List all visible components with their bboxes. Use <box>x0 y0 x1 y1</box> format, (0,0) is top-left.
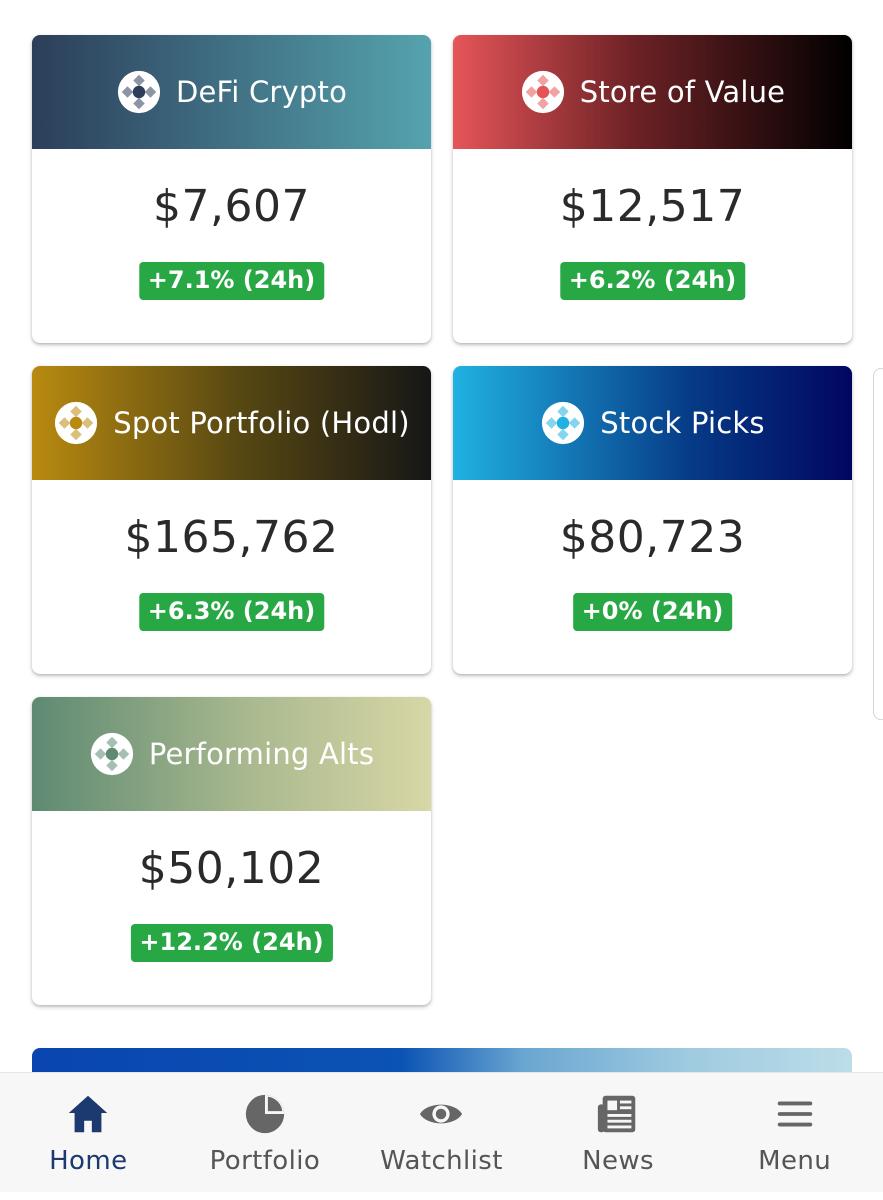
portfolio-card-defi-crypto[interactable]: DeFi Crypto $7,607 +7.1% (24h) <box>32 35 431 343</box>
card-header: DeFi Crypto <box>32 35 431 149</box>
card-body: $165,762 +6.3% (24h) <box>32 480 431 674</box>
scroll-indicator[interactable] <box>873 368 883 720</box>
nav-label: Watchlist <box>380 1146 503 1176</box>
portfolio-value: $80,723 <box>559 512 746 563</box>
portfolio-value: $50,102 <box>138 843 325 894</box>
nav-label: Home <box>49 1146 128 1176</box>
home-icon <box>69 1095 108 1133</box>
newspaper-icon <box>597 1095 636 1133</box>
eye-icon <box>420 1104 463 1124</box>
portfolio-card-performing-alts[interactable]: Performing Alts $50,102 +12.2% (24h) <box>32 697 431 1005</box>
nav-label: News <box>582 1146 654 1176</box>
card-title: DeFi Crypto <box>175 75 348 109</box>
change-badge: +6.3% (24h) <box>138 593 325 631</box>
card-body: $7,607 +7.1% (24h) <box>32 149 431 343</box>
card-header: Spot Portfolio (Hodl) <box>32 366 431 480</box>
nav-item-home[interactable]: Home <box>0 1073 177 1193</box>
portfolio-value: $7,607 <box>153 181 310 232</box>
pie-chart-icon <box>245 1094 285 1134</box>
portfolio-logo-icon <box>521 70 564 114</box>
portfolio-card-stock-picks[interactable]: Stock Picks $80,723 +0% (24h) <box>453 366 852 674</box>
portfolio-card-spot-portfolio[interactable]: Spot Portfolio (Hodl) $165,762 +6.3% (24… <box>32 366 431 674</box>
portfolio-logo-icon <box>117 70 161 114</box>
hamburger-menu-icon <box>777 1101 812 1127</box>
card-title: Stock Picks <box>600 406 765 440</box>
card-title: Performing Alts <box>148 737 375 771</box>
portfolio-logo-icon <box>542 401 585 445</box>
portfolio-logo-icon <box>90 732 133 776</box>
card-header: Store of Value <box>453 35 852 149</box>
bottom-navigation: Home Portfolio Watchlist <box>0 1072 883 1193</box>
portfolio-value: $165,762 <box>124 512 339 563</box>
nav-item-menu[interactable]: Menu <box>706 1073 883 1193</box>
portfolio-logo-icon <box>55 401 98 445</box>
nav-label: Portfolio <box>209 1146 321 1176</box>
portfolio-card-store-of-value[interactable]: Store of Value $12,517 +6.2% (24h) <box>453 35 852 343</box>
nav-label: Menu <box>758 1146 832 1176</box>
nav-item-news[interactable]: News <box>530 1073 707 1193</box>
nav-item-portfolio[interactable]: Portfolio <box>177 1073 354 1193</box>
card-header: Stock Picks <box>453 366 852 480</box>
card-title: Spot Portfolio (Hodl) <box>113 406 410 440</box>
change-badge: +7.1% (24h) <box>138 262 325 300</box>
change-badge: +0% (24h) <box>572 593 733 631</box>
change-badge: +6.2% (24h) <box>559 262 746 300</box>
bottom-strip <box>0 1192 883 1200</box>
portfolio-value: $12,517 <box>559 181 746 232</box>
card-title: Store of Value <box>579 75 786 109</box>
nav-item-watchlist[interactable]: Watchlist <box>353 1073 530 1193</box>
card-header: Performing Alts <box>32 697 431 811</box>
card-body: $50,102 +12.2% (24h) <box>32 811 431 1005</box>
card-body: $12,517 +6.2% (24h) <box>453 149 852 343</box>
change-badge: +12.2% (24h) <box>130 924 333 962</box>
card-body: $80,723 +0% (24h) <box>453 480 852 674</box>
